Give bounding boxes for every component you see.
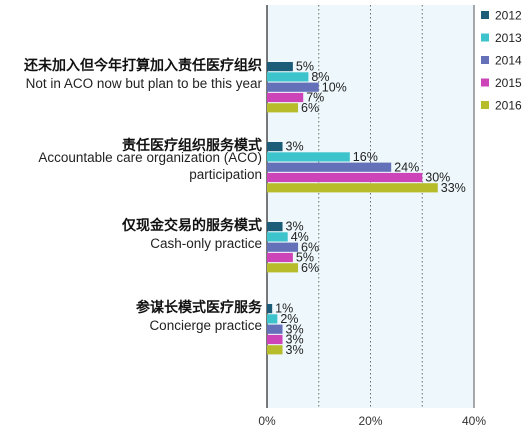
data-label: 24% — [394, 160, 419, 174]
category-label-en: Accountable care organization (ACO) — [38, 150, 262, 165]
data-label: 6% — [301, 261, 319, 275]
data-label: 7% — [306, 91, 324, 105]
data-label: 6% — [301, 240, 319, 254]
data-label: 1% — [275, 302, 293, 316]
legend-swatch — [481, 78, 489, 87]
legend-swatch — [481, 56, 489, 64]
data-label: 3% — [286, 322, 304, 336]
category-label-zh: 参谋长模式医疗服务 — [136, 299, 263, 315]
data-label: 3% — [286, 220, 304, 234]
legend-swatch — [481, 33, 489, 42]
bar — [267, 242, 299, 252]
legend-label: 2012 — [495, 9, 522, 23]
bar — [267, 263, 299, 273]
data-label: 6% — [301, 101, 319, 115]
x-tick-label: 20% — [358, 414, 382, 428]
category-label-en: participation — [189, 167, 262, 182]
bar — [267, 183, 438, 193]
bar — [267, 345, 283, 355]
legend-label: 2015 — [495, 76, 522, 90]
category-label-zh: 责任医疗组织服务模式 — [122, 137, 262, 153]
data-label: 10% — [322, 80, 347, 94]
data-label: 30% — [425, 171, 450, 185]
bar — [267, 82, 319, 92]
data-label: 3% — [286, 333, 304, 347]
category-label-en: Concierge practice — [149, 318, 262, 333]
legend-label: 2016 — [495, 99, 522, 113]
bar — [267, 103, 299, 113]
bar — [267, 252, 293, 263]
legend-label: 2013 — [495, 31, 522, 45]
legend-label: 2014 — [495, 54, 522, 68]
category-label-en: Not in ACO now but plan to be this year — [26, 76, 263, 91]
bar — [267, 162, 392, 172]
bar — [267, 142, 283, 152]
category-label-zh: 还未加入但今年打算加入责任医疗组织 — [23, 57, 262, 73]
category-label-zh: 仅现金交易的服务模式 — [121, 217, 262, 233]
bar — [267, 324, 283, 334]
data-label: 3% — [286, 140, 304, 154]
data-label: 5% — [296, 60, 314, 74]
data-label: 33% — [441, 181, 466, 195]
bar — [267, 92, 304, 103]
legend-swatch — [481, 11, 489, 19]
bar — [267, 62, 293, 72]
bar — [267, 304, 273, 314]
legend-swatch — [481, 101, 489, 109]
data-label: 5% — [296, 251, 314, 265]
bar — [267, 152, 350, 162]
data-label: 3% — [286, 343, 304, 357]
bar — [267, 232, 288, 242]
bar — [267, 314, 278, 324]
data-label: 4% — [291, 230, 309, 244]
bar — [267, 172, 423, 183]
data-label: 2% — [280, 312, 298, 326]
x-tick-label: 0% — [258, 414, 276, 428]
x-tick-label: 40% — [462, 414, 486, 428]
category-label-en: Cash-only practice — [150, 236, 262, 251]
bar — [267, 72, 309, 82]
bar — [267, 334, 283, 345]
data-label: 8% — [311, 70, 329, 84]
data-label: 16% — [353, 150, 378, 164]
bar — [267, 222, 283, 232]
